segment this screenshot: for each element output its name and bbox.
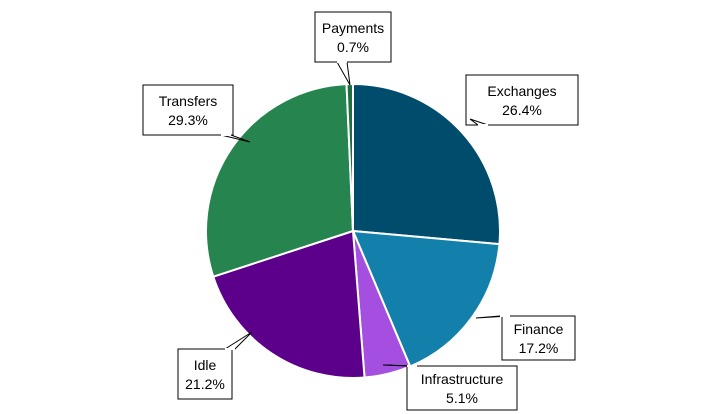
pie-slice-transfers [205, 83, 354, 278]
slice-label: Transfers [159, 93, 218, 109]
callout-box [465, 74, 579, 126]
slice-label: Idle [194, 357, 217, 373]
callout-payments: Payments 0.7% [314, 11, 392, 86]
slice-label: Exchanges [487, 83, 556, 99]
callout-box [406, 365, 518, 411]
slice-percent: 21.2% [185, 376, 225, 392]
callouts: Exchanges26.4%Finance17.2%Infrastructure… [142, 11, 579, 411]
slice-percent: 17.2% [519, 340, 559, 356]
callout-finance: Finance 17.2% [475, 315, 576, 361]
slice-percent: 26.4% [502, 102, 542, 118]
slice-percent: 0.7% [337, 39, 369, 55]
callout-infrastructure: Infrastructure 5.1% [382, 364, 518, 411]
callout-box [314, 11, 392, 63]
callout-pointer [223, 331, 253, 350]
callout-box [142, 84, 234, 136]
pie-slice-idle [212, 230, 366, 379]
callout-exchanges: Exchanges 26.4% [465, 74, 579, 126]
callout-box [501, 315, 576, 361]
slice-label: Infrastructure [421, 371, 504, 387]
slice-percent: 5.1% [446, 390, 478, 406]
callout-box [177, 348, 233, 400]
pie-slice-finance [352, 230, 501, 368]
slice-percent: 29.3% [168, 112, 208, 128]
slice-label: Finance [514, 321, 564, 337]
slices [205, 82, 501, 379]
callout-transfers: Transfers 29.3% [142, 84, 251, 143]
pie-slice-exchanges [352, 83, 501, 246]
callout-pointer [336, 61, 351, 86]
callout-idle: Idle 21.2% [177, 331, 253, 400]
slice-label: Payments [322, 20, 384, 36]
